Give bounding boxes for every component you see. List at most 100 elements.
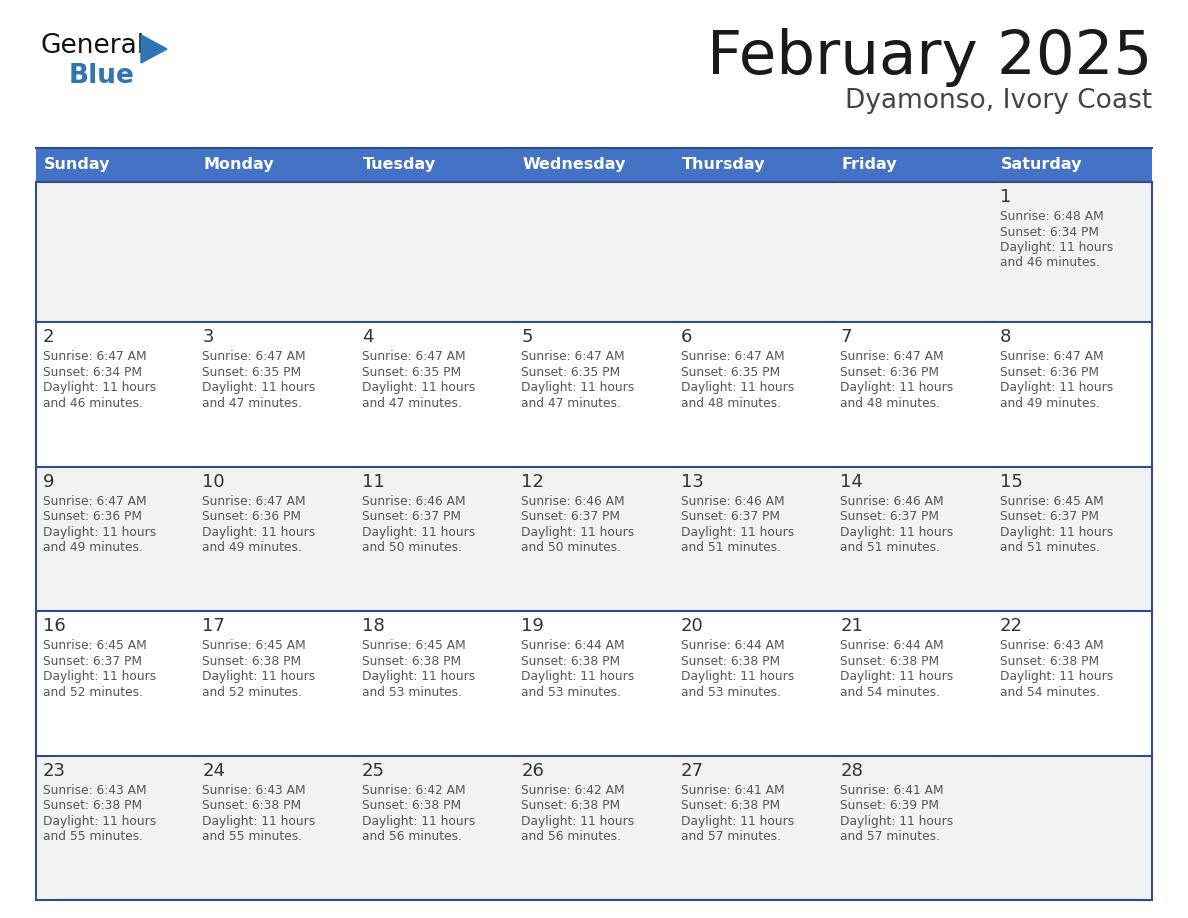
Text: 12: 12	[522, 473, 544, 490]
Text: 17: 17	[202, 617, 226, 635]
Text: Daylight: 11 hours: Daylight: 11 hours	[522, 525, 634, 539]
Text: Daylight: 11 hours: Daylight: 11 hours	[202, 670, 316, 683]
Text: Sunrise: 6:43 AM: Sunrise: 6:43 AM	[43, 783, 146, 797]
Text: Sunrise: 6:42 AM: Sunrise: 6:42 AM	[522, 783, 625, 797]
Bar	[36, 756, 196, 900]
Text: Daylight: 11 hours: Daylight: 11 hours	[43, 814, 157, 827]
Bar	[674, 466, 833, 611]
Text: Sunset: 6:37 PM: Sunset: 6:37 PM	[522, 510, 620, 523]
Bar	[992, 611, 1152, 756]
Text: Monday: Monday	[203, 158, 274, 173]
Bar	[196, 756, 355, 900]
Bar	[196, 466, 355, 611]
Bar	[992, 466, 1152, 611]
Text: Sunset: 6:38 PM: Sunset: 6:38 PM	[681, 655, 779, 667]
Text: Daylight: 11 hours: Daylight: 11 hours	[522, 814, 634, 827]
Bar	[833, 611, 992, 756]
Text: Sunset: 6:37 PM: Sunset: 6:37 PM	[362, 510, 461, 523]
Text: Sunrise: 6:46 AM: Sunrise: 6:46 AM	[681, 495, 784, 508]
Text: Sunrise: 6:46 AM: Sunrise: 6:46 AM	[840, 495, 943, 508]
Text: Sunrise: 6:41 AM: Sunrise: 6:41 AM	[681, 783, 784, 797]
Text: Daylight: 11 hours: Daylight: 11 hours	[999, 525, 1113, 539]
Text: Dyamonso, Ivory Coast: Dyamonso, Ivory Coast	[845, 88, 1152, 114]
Text: Sunrise: 6:47 AM: Sunrise: 6:47 AM	[202, 350, 307, 363]
Text: 10: 10	[202, 473, 225, 490]
Text: Sunset: 6:34 PM: Sunset: 6:34 PM	[43, 365, 143, 378]
Text: General: General	[42, 33, 145, 59]
Bar	[674, 182, 833, 322]
Bar	[355, 466, 514, 611]
Text: Sunset: 6:38 PM: Sunset: 6:38 PM	[202, 799, 302, 812]
Text: Sunset: 6:37 PM: Sunset: 6:37 PM	[681, 510, 779, 523]
Text: Sunset: 6:35 PM: Sunset: 6:35 PM	[522, 365, 620, 378]
Text: 20: 20	[681, 617, 703, 635]
Text: 4: 4	[362, 328, 373, 346]
Text: and 51 minutes.: and 51 minutes.	[999, 541, 1100, 554]
Text: Sunset: 6:36 PM: Sunset: 6:36 PM	[999, 365, 1099, 378]
Text: 5: 5	[522, 328, 532, 346]
Bar	[833, 466, 992, 611]
Bar	[355, 756, 514, 900]
Text: Sunday: Sunday	[44, 158, 110, 173]
Text: Sunset: 6:37 PM: Sunset: 6:37 PM	[43, 655, 143, 667]
Text: 27: 27	[681, 762, 703, 779]
Text: 3: 3	[202, 328, 214, 346]
Text: Daylight: 11 hours: Daylight: 11 hours	[999, 241, 1113, 254]
Text: and 47 minutes.: and 47 minutes.	[202, 397, 302, 409]
Text: Sunrise: 6:46 AM: Sunrise: 6:46 AM	[522, 495, 625, 508]
Bar	[992, 148, 1152, 182]
Text: and 51 minutes.: and 51 minutes.	[681, 541, 781, 554]
Bar	[514, 756, 674, 900]
Text: Tuesday: Tuesday	[362, 158, 436, 173]
Bar	[355, 611, 514, 756]
Text: Daylight: 11 hours: Daylight: 11 hours	[840, 670, 954, 683]
Bar	[196, 611, 355, 756]
Text: Sunrise: 6:44 AM: Sunrise: 6:44 AM	[840, 639, 943, 652]
Text: and 46 minutes.: and 46 minutes.	[999, 256, 1099, 270]
Text: Sunrise: 6:41 AM: Sunrise: 6:41 AM	[840, 783, 943, 797]
Text: Daylight: 11 hours: Daylight: 11 hours	[202, 814, 316, 827]
Text: Sunset: 6:35 PM: Sunset: 6:35 PM	[362, 365, 461, 378]
Text: Sunrise: 6:48 AM: Sunrise: 6:48 AM	[999, 210, 1104, 223]
Text: 2: 2	[43, 328, 55, 346]
Text: Sunset: 6:38 PM: Sunset: 6:38 PM	[522, 799, 620, 812]
Text: Sunrise: 6:47 AM: Sunrise: 6:47 AM	[522, 350, 625, 363]
Text: 23: 23	[43, 762, 67, 779]
Text: and 57 minutes.: and 57 minutes.	[681, 830, 781, 843]
Text: Sunset: 6:38 PM: Sunset: 6:38 PM	[681, 799, 779, 812]
Text: and 49 minutes.: and 49 minutes.	[999, 397, 1099, 409]
Text: and 50 minutes.: and 50 minutes.	[362, 541, 462, 554]
Text: Daylight: 11 hours: Daylight: 11 hours	[840, 814, 954, 827]
Bar	[36, 148, 196, 182]
Bar	[833, 182, 992, 322]
Text: Sunset: 6:39 PM: Sunset: 6:39 PM	[840, 799, 940, 812]
Text: and 47 minutes.: and 47 minutes.	[522, 397, 621, 409]
Text: Sunset: 6:37 PM: Sunset: 6:37 PM	[840, 510, 940, 523]
Text: and 48 minutes.: and 48 minutes.	[840, 397, 940, 409]
Text: Sunrise: 6:45 AM: Sunrise: 6:45 AM	[43, 639, 147, 652]
Text: 19: 19	[522, 617, 544, 635]
Text: Wednesday: Wednesday	[523, 158, 626, 173]
Text: Sunrise: 6:43 AM: Sunrise: 6:43 AM	[999, 639, 1104, 652]
Text: Daylight: 11 hours: Daylight: 11 hours	[522, 670, 634, 683]
Text: and 53 minutes.: and 53 minutes.	[681, 686, 781, 699]
Text: and 53 minutes.: and 53 minutes.	[522, 686, 621, 699]
Text: Sunrise: 6:47 AM: Sunrise: 6:47 AM	[840, 350, 943, 363]
Text: Daylight: 11 hours: Daylight: 11 hours	[681, 525, 794, 539]
Text: and 47 minutes.: and 47 minutes.	[362, 397, 462, 409]
Bar	[36, 466, 196, 611]
Text: 15: 15	[999, 473, 1023, 490]
Polygon shape	[141, 35, 168, 63]
Bar	[514, 148, 674, 182]
Text: Sunrise: 6:47 AM: Sunrise: 6:47 AM	[43, 350, 146, 363]
Bar	[674, 611, 833, 756]
Bar	[833, 756, 992, 900]
Text: and 50 minutes.: and 50 minutes.	[522, 541, 621, 554]
Text: Sunset: 6:38 PM: Sunset: 6:38 PM	[840, 655, 940, 667]
Text: Daylight: 11 hours: Daylight: 11 hours	[681, 381, 794, 394]
Bar	[674, 756, 833, 900]
Text: Friday: Friday	[841, 158, 897, 173]
Text: Sunrise: 6:44 AM: Sunrise: 6:44 AM	[522, 639, 625, 652]
Text: Sunset: 6:36 PM: Sunset: 6:36 PM	[840, 365, 940, 378]
Text: and 52 minutes.: and 52 minutes.	[202, 686, 303, 699]
